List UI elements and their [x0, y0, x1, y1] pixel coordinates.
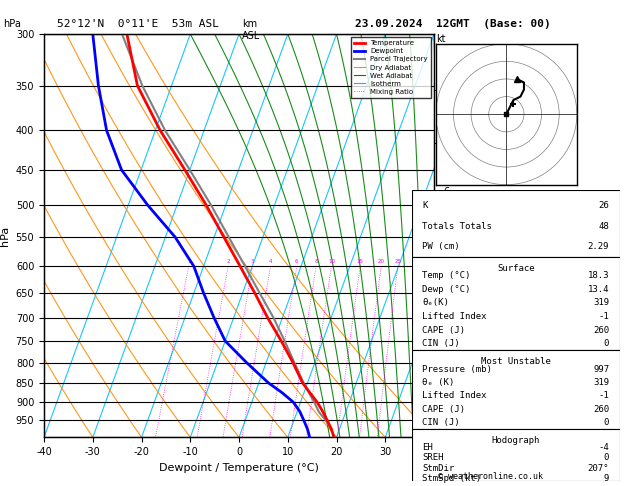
Text: km
ASL: km ASL	[242, 19, 260, 41]
Text: Pressure (mb): Pressure (mb)	[423, 364, 493, 374]
FancyBboxPatch shape	[412, 190, 620, 257]
Text: 997: 997	[593, 364, 610, 374]
Text: Totals Totals: Totals Totals	[423, 222, 493, 231]
Text: 8: 8	[314, 259, 318, 264]
Text: StmSpd (kt): StmSpd (kt)	[423, 474, 481, 483]
Text: 20: 20	[378, 259, 385, 264]
Text: 13.4: 13.4	[587, 285, 610, 294]
Text: 15: 15	[357, 259, 364, 264]
Text: θₑ (K): θₑ (K)	[423, 378, 455, 387]
Text: SREH: SREH	[423, 453, 444, 463]
Text: Surface: Surface	[497, 264, 535, 273]
Text: 319: 319	[593, 378, 610, 387]
Text: 319: 319	[593, 298, 610, 308]
Text: CAPE (J): CAPE (J)	[423, 326, 465, 335]
Text: 0: 0	[604, 339, 610, 348]
Text: CAPE (J): CAPE (J)	[423, 405, 465, 414]
Text: 52°12'N  0°11'E  53m ASL: 52°12'N 0°11'E 53m ASL	[57, 19, 220, 30]
Text: CIN (J): CIN (J)	[423, 418, 460, 427]
Text: Lifted Index: Lifted Index	[423, 391, 487, 400]
Text: hPa: hPa	[3, 19, 21, 30]
Text: 260: 260	[593, 326, 610, 335]
Text: Lifted Index: Lifted Index	[423, 312, 487, 321]
Text: 3: 3	[251, 259, 254, 264]
Text: 2.29: 2.29	[587, 242, 610, 251]
Text: 4: 4	[269, 259, 272, 264]
Text: -1: -1	[598, 391, 610, 400]
Text: 48: 48	[598, 222, 610, 231]
Text: StmDir: StmDir	[423, 464, 455, 473]
Legend: Temperature, Dewpoint, Parcel Trajectory, Dry Adiabat, Wet Adiabat, Isotherm, Mi: Temperature, Dewpoint, Parcel Trajectory…	[352, 37, 430, 98]
Text: 26: 26	[598, 201, 610, 210]
Text: -4: -4	[598, 443, 610, 452]
Text: 6: 6	[295, 259, 299, 264]
FancyBboxPatch shape	[412, 429, 620, 481]
Text: Dewp (°C): Dewp (°C)	[423, 285, 470, 294]
Text: 260: 260	[593, 405, 610, 414]
Text: CIN (J): CIN (J)	[423, 339, 460, 348]
Text: 1: 1	[187, 259, 191, 264]
FancyBboxPatch shape	[412, 257, 620, 350]
Text: EH: EH	[423, 443, 433, 452]
Text: © weatheronline.co.uk: © weatheronline.co.uk	[438, 472, 543, 481]
X-axis label: Dewpoint / Temperature (°C): Dewpoint / Temperature (°C)	[159, 463, 319, 473]
Text: 9: 9	[604, 474, 610, 483]
Text: -1: -1	[598, 312, 610, 321]
Text: θₑ(K): θₑ(K)	[423, 298, 449, 308]
Text: 25: 25	[394, 259, 401, 264]
Text: Most Unstable: Most Unstable	[481, 357, 551, 366]
Text: Temp (°C): Temp (°C)	[423, 271, 470, 280]
Text: 207°: 207°	[587, 464, 610, 473]
Y-axis label: Mixing Ratio (g/kg): Mixing Ratio (g/kg)	[453, 196, 462, 276]
Text: PW (cm): PW (cm)	[423, 242, 460, 251]
Text: 18.3: 18.3	[587, 271, 610, 280]
Text: 0: 0	[604, 418, 610, 427]
FancyBboxPatch shape	[412, 350, 620, 429]
Text: 2: 2	[226, 259, 230, 264]
Text: 10: 10	[328, 259, 335, 264]
Text: kt: kt	[436, 34, 445, 44]
Text: 0: 0	[604, 453, 610, 463]
Text: Hodograph: Hodograph	[492, 436, 540, 445]
Text: LCL: LCL	[438, 407, 453, 417]
Text: 23.09.2024  12GMT  (Base: 00): 23.09.2024 12GMT (Base: 00)	[355, 19, 551, 30]
Text: K: K	[423, 201, 428, 210]
Y-axis label: hPa: hPa	[0, 226, 10, 246]
